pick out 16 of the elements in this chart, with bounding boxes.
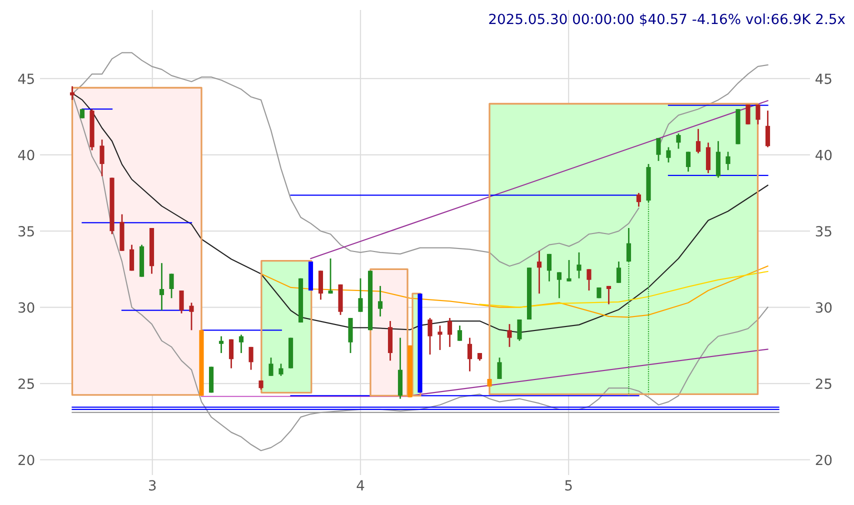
y-tick-label: 35 [18, 226, 34, 237]
y-tick-label: 25 [18, 378, 34, 389]
y2-tick-label: 30 [816, 302, 832, 313]
x-tick-label: 3 [149, 480, 156, 491]
x-tick-label: 4 [356, 480, 364, 490]
y2-tick-label: 45 [816, 74, 832, 84]
y2-tick-label: 35 [816, 226, 832, 237]
x-tick-label: 5 [565, 480, 572, 491]
chart-title: 2025.05.30 00:00:00 $40.57 -4.16% vol:66.9K 2.5x [489, 13, 846, 26]
y2-tick-label: 20 [816, 454, 832, 466]
y-tick-label: 45 [18, 74, 34, 84]
y-tick-label: 30 [18, 302, 34, 313]
y2-tick-label: 40 [816, 150, 832, 160]
y-tick-label: 20 [18, 454, 34, 466]
y2-tick-label: 25 [816, 378, 832, 389]
y-tick-label: 40 [18, 150, 34, 160]
